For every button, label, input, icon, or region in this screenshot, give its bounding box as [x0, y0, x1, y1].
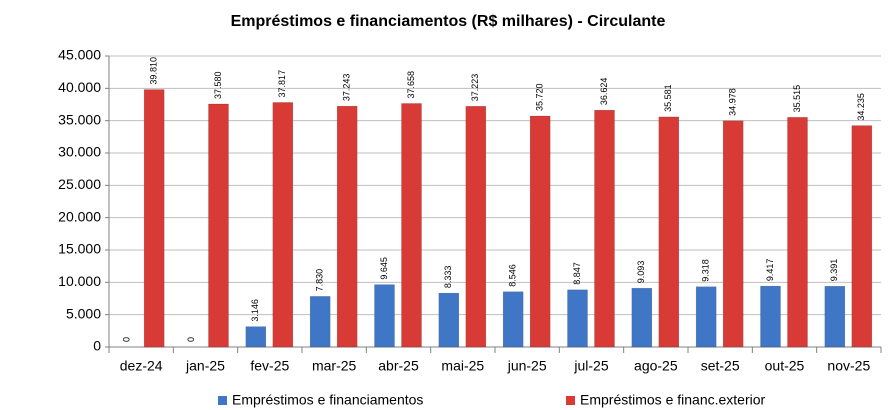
value-label: 7.830 [315, 269, 325, 292]
y-tick-label: 0 [93, 338, 101, 354]
value-label: 9.417 [765, 259, 775, 282]
y-tick-label: 25.000 [58, 176, 101, 192]
value-label: 0 [122, 337, 132, 342]
value-label: 34.978 [728, 88, 738, 116]
bar [245, 326, 267, 348]
value-label: 37.243 [342, 74, 352, 102]
legend-label: Empréstimos e financ.exterior [580, 392, 766, 408]
value-label: 9.391 [829, 259, 839, 282]
y-tick-label: 45.000 [58, 47, 101, 63]
x-tick-label: fev-25 [250, 358, 289, 374]
x-tick-label: jul-25 [573, 358, 608, 374]
value-label: 8.333 [443, 266, 453, 289]
x-tick-label: abr-25 [378, 358, 419, 374]
x-tick-label: ago-25 [634, 358, 678, 374]
value-label: 37.658 [406, 71, 416, 99]
value-label: 34.235 [856, 93, 866, 121]
value-label: 39.810 [149, 57, 159, 85]
bar [722, 120, 744, 348]
bar [374, 284, 395, 348]
bar [502, 291, 524, 348]
value-label: 9.093 [636, 261, 646, 284]
value-label: 0 [186, 337, 196, 342]
bar [309, 296, 331, 348]
x-tick-label: dez-24 [120, 358, 163, 374]
value-label: 37.223 [470, 74, 480, 102]
bar [272, 102, 294, 348]
chart-title: Empréstimos e financiamentos (R$ milhare… [231, 13, 666, 30]
legend-swatch [566, 396, 575, 405]
x-tick-label: mar-25 [312, 358, 357, 374]
bar [143, 89, 165, 348]
x-tick-label: nov-25 [827, 358, 870, 374]
bar [787, 117, 808, 348]
value-label: 8.847 [572, 262, 582, 285]
x-tick-label: set-25 [701, 358, 740, 374]
x-tick-label: mai-25 [441, 358, 484, 374]
value-label: 8.546 [508, 264, 518, 287]
legend-swatch [218, 396, 227, 405]
bar [851, 125, 873, 348]
value-label: 35.581 [663, 84, 673, 112]
bar [567, 289, 588, 348]
value-label: 9.318 [701, 259, 711, 282]
x-tick-label: jan-25 [185, 358, 225, 374]
bar [760, 285, 781, 348]
legend-label: Empréstimos e financiamentos [232, 392, 423, 408]
x-tick-label: out-25 [765, 358, 805, 374]
bar [695, 286, 717, 348]
x-tick-label: jun-25 [507, 358, 547, 374]
value-label: 36.624 [599, 78, 609, 106]
y-tick-label: 5.000 [66, 305, 101, 321]
value-label: 37.817 [277, 70, 287, 98]
y-tick-label: 10.000 [58, 273, 101, 289]
bar [401, 103, 422, 348]
bar [438, 292, 460, 348]
bar [658, 116, 680, 348]
y-tick-label: 35.000 [58, 111, 101, 127]
bar [208, 103, 229, 348]
y-tick-label: 15.000 [58, 241, 101, 257]
value-label: 9.645 [379, 257, 389, 280]
value-label: 3.146 [250, 299, 260, 322]
value-label: 35.515 [792, 85, 802, 113]
bar [631, 287, 653, 348]
bar [824, 286, 846, 348]
y-tick-label: 20.000 [58, 208, 101, 224]
value-label: 35.720 [535, 83, 545, 111]
bar [465, 106, 487, 348]
bar [594, 109, 615, 348]
y-tick-label: 30.000 [58, 144, 101, 160]
value-label: 37.580 [213, 71, 223, 99]
bar [529, 115, 551, 348]
y-tick-label: 40.000 [58, 79, 101, 95]
bar [336, 105, 358, 348]
